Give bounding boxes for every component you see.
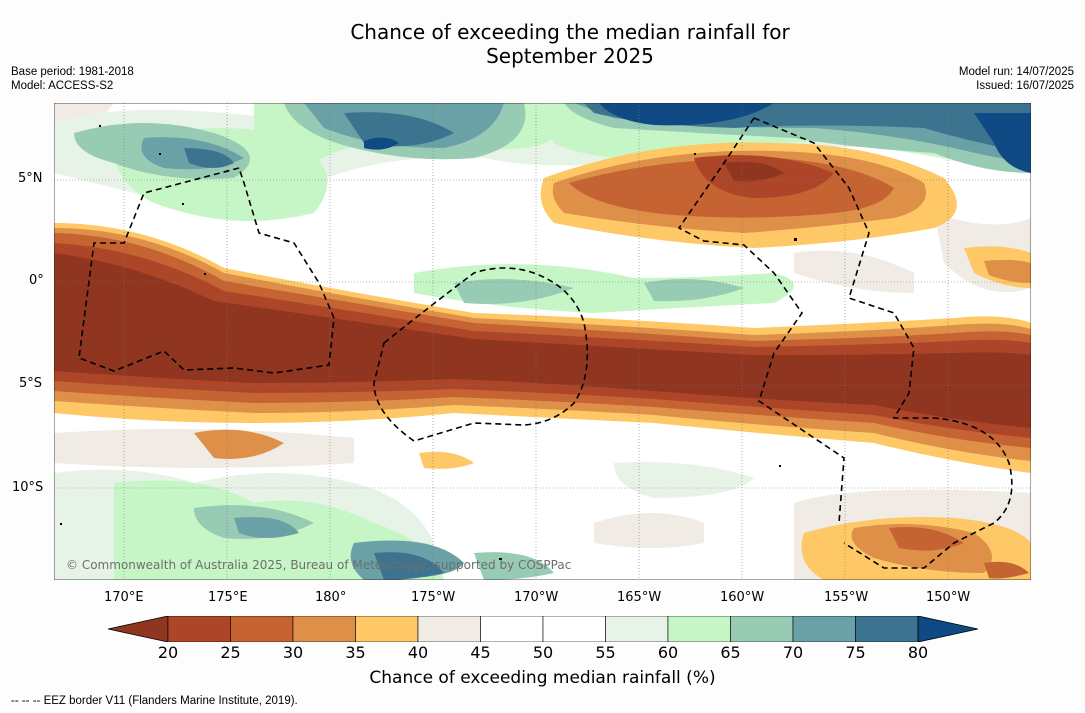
colorbar-tick-label: 75	[845, 643, 866, 662]
colorbar-segment	[855, 616, 919, 642]
lon-label-170e: 170°E	[104, 590, 144, 605]
model-run-label: Model run: 14/07/2025	[958, 66, 1074, 78]
colorbar-arrow-low	[108, 616, 169, 642]
colorbar-title: Chance of exceeding median rainfall (%)	[369, 668, 716, 688]
model-label: Model: ACCESS-S2	[11, 80, 114, 92]
lat-label-5s: 5°S	[19, 376, 43, 391]
colorbar-tick-label: 80	[907, 643, 929, 662]
lon-label-170w: 170°W	[514, 590, 559, 605]
colorbar-tick-label: 20	[157, 643, 179, 662]
colorbar-tick-label: 40	[407, 643, 429, 662]
colorbar-segment	[167, 616, 231, 642]
colorbar-segment	[605, 616, 669, 642]
title-line-2: September 2025	[486, 44, 654, 68]
copyright-text: © Commonwealth of Australia 2025, Bureau…	[66, 558, 572, 572]
lon-label-175e: 175°E	[208, 590, 248, 605]
blue-areas	[74, 103, 1031, 580]
lon-label-150w: 150°W	[926, 590, 971, 605]
base-period-label: Base period: 1981-2018	[11, 66, 134, 78]
colorbar-segment	[480, 616, 544, 642]
lat-label-10s: 10°S	[12, 480, 44, 495]
dry-region-north	[540, 142, 957, 248]
lon-label-165w: 165°W	[617, 590, 662, 605]
lat-label-0: 0°	[29, 273, 44, 288]
eez-borders	[78, 117, 1013, 569]
colorbar-tick-label: 65	[720, 643, 741, 662]
lon-label-155w: 155°W	[824, 590, 869, 605]
gridlines	[54, 103, 1031, 580]
colorbar	[108, 616, 978, 642]
colorbar-segment	[667, 616, 731, 642]
colorbar-tick-label: 50	[532, 643, 554, 662]
colorbar-tick-label: 35	[345, 643, 366, 662]
dry-band-main	[54, 223, 1031, 473]
rainfall-map	[54, 103, 1031, 580]
colorbar-tick-label: 55	[595, 643, 616, 662]
eez-footnote: -- -- -- EEZ border V11 (Flanders Marine…	[11, 695, 298, 707]
meta-right: Model run: 14/07/2025 Issued: 16/07/2025	[959, 65, 1074, 93]
lon-label-180: 180°	[315, 590, 347, 605]
colorbar-segment	[417, 616, 481, 642]
colorbar-segment	[730, 616, 794, 642]
lon-label-160w: 160°W	[720, 590, 765, 605]
colorbar-tick-label: 60	[657, 643, 679, 662]
colorbar-tick-label: 25	[220, 643, 241, 662]
colorbar-segment	[542, 616, 606, 642]
meta-left: Base period: 1981-2018 Model: ACCESS-S2	[11, 65, 134, 93]
map-title: Chance of exceeding the median rainfall …	[0, 20, 1085, 68]
colorbar-segment	[792, 616, 856, 642]
colorbar-segment	[355, 616, 419, 642]
title-line-1: Chance of exceeding the median rainfall …	[350, 20, 790, 44]
colorbar-tick-label: 45	[470, 643, 491, 662]
colorbar-arrow-high	[917, 616, 978, 642]
lon-label-175w: 175°W	[411, 590, 456, 605]
colorbar-segment	[230, 616, 294, 642]
colorbar-segment	[292, 616, 356, 642]
colorbar-ticks: 20 25 30 35 40 45 50 55 60 65 70 75 80	[0, 643, 1085, 663]
colorbar-tick-label: 70	[782, 643, 804, 662]
issued-label: Issued: 16/07/2025	[976, 80, 1074, 92]
island-markers	[60, 125, 797, 560]
colorbar-tick-label: 30	[282, 643, 304, 662]
lat-label-5n: 5°N	[18, 171, 43, 186]
